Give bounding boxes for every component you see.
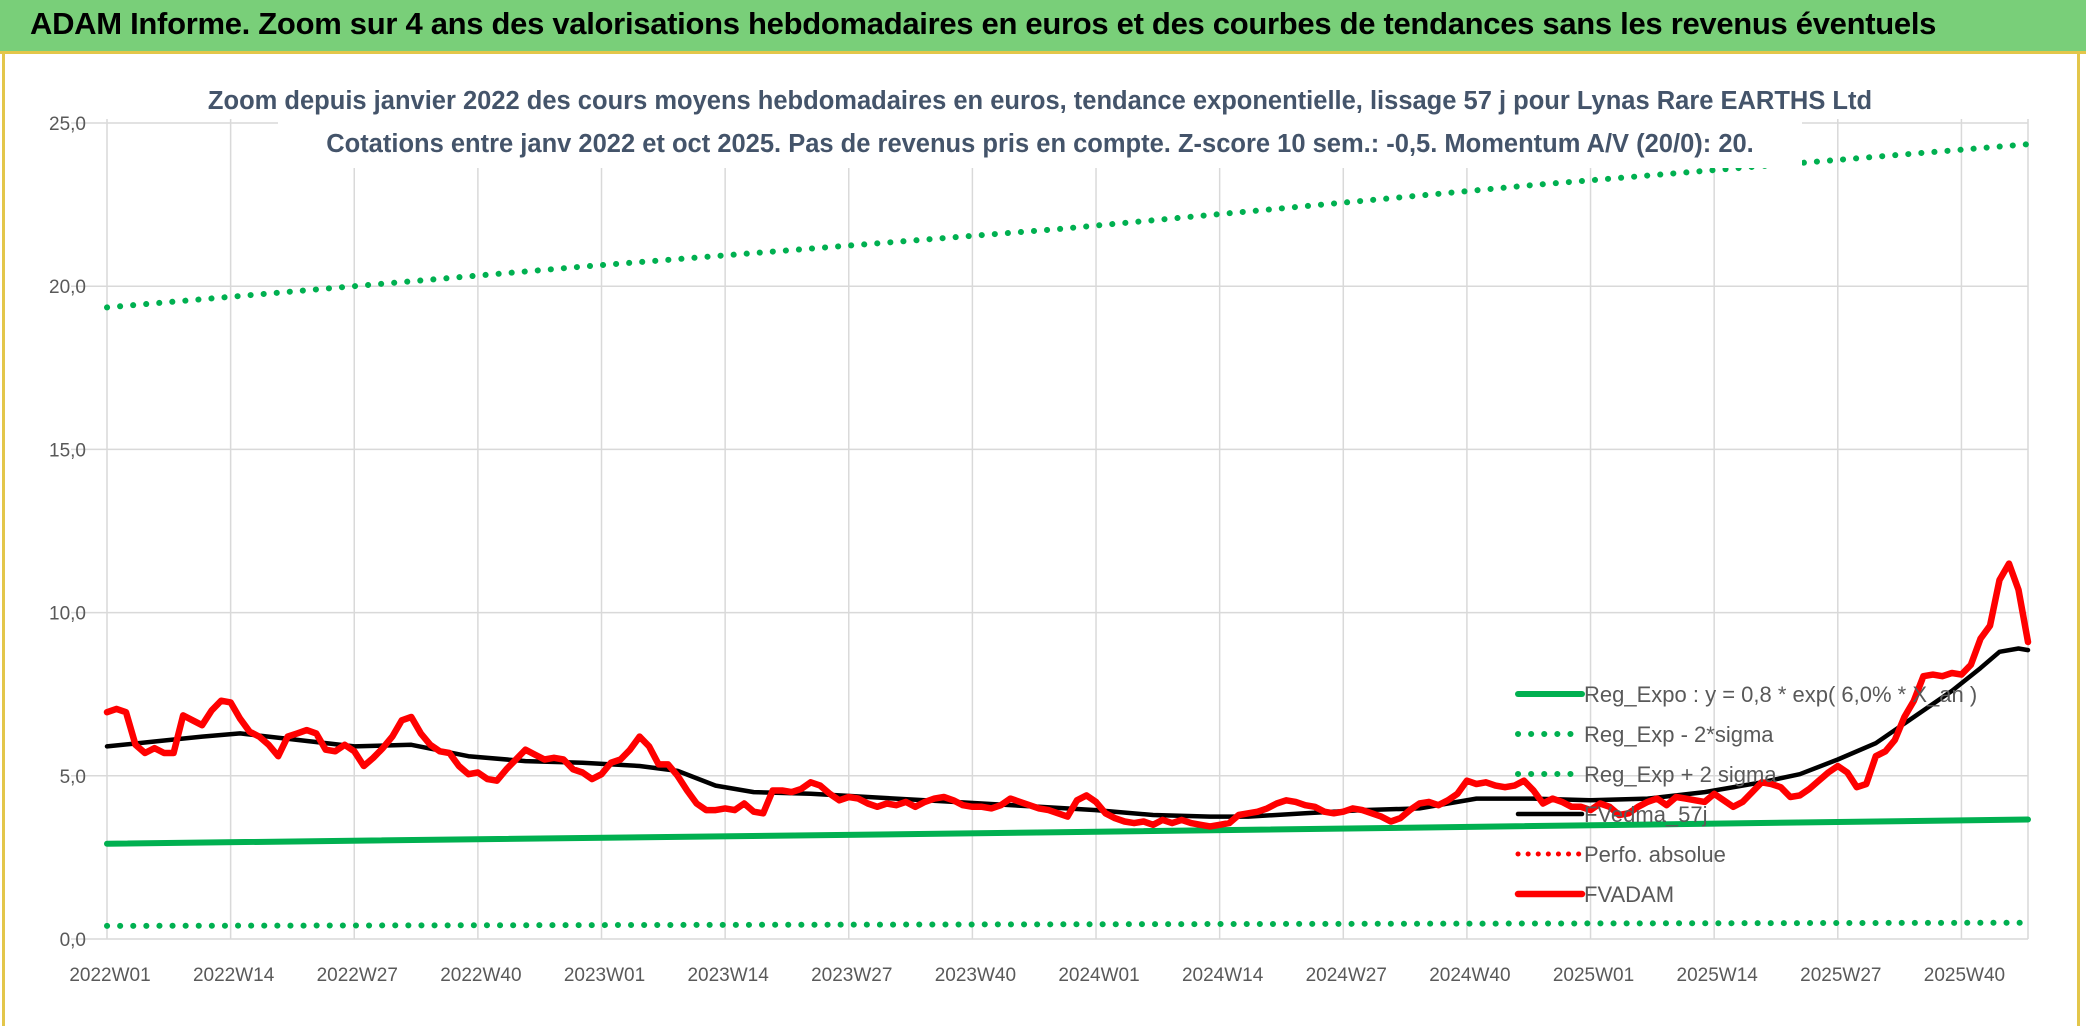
legend-label: Reg_Exp + 2 sigma [1584, 762, 1777, 787]
x-tick-label: 2022W01 [69, 965, 150, 986]
x-tick-label: 2022W40 [440, 965, 521, 986]
legend-label: Reg_Expo : y = 0,8 * exp( 6,0% * X_an ) [1584, 682, 1977, 707]
x-tick-label: 2022W14 [193, 965, 275, 986]
x-tick-label: 2024W01 [1058, 965, 1139, 986]
x-tick-label: 2023W01 [564, 965, 645, 986]
reg-plus-2sigma-line [104, 141, 2031, 311]
report-banner: ADAM Informe. Zoom sur 4 ans des valoris… [0, 0, 2086, 54]
x-tick-label: 2022W27 [317, 965, 398, 986]
gridlines [71, 119, 2029, 940]
legend-label: Reg_Exp - 2*sigma [1584, 722, 1774, 747]
legend-label: FVADAM [1584, 882, 1674, 907]
x-tick-label: 2023W14 [687, 965, 769, 986]
x-tick-label: 2023W27 [811, 965, 892, 986]
y-tick-label: 10,0 [49, 604, 86, 625]
reg-expo-line [104, 816, 2031, 847]
legend-label: Perfo. absolue [1584, 842, 1726, 867]
legend: Reg_Expo : y = 0,8 * exp( 6,0% * X_an ) R… [1514, 682, 1977, 907]
x-tick-label: 2024W27 [1306, 965, 1387, 986]
chart-subtitle: Cotations entre janv 2022 et oct 2025. P… [326, 130, 1754, 158]
x-tick-label: 2024W14 [1182, 965, 1264, 986]
fvadam-line [103, 560, 2032, 830]
y-tick-label: 25,0 [49, 114, 86, 135]
chart-titles: Zoom depuis janvier 2022 des cours moyen… [208, 76, 1872, 168]
x-tick-label: 2024W40 [1429, 965, 1510, 986]
x-tick-label: 2025W40 [1924, 965, 2005, 986]
y-tick-label: 20,0 [49, 277, 86, 298]
y-tick-label: 5,0 [60, 767, 86, 788]
title-background [278, 76, 1802, 168]
x-tick-label: 2025W14 [1677, 965, 1759, 986]
x-tick-label: 2025W27 [1800, 965, 1881, 986]
x-tick-label: 2025W01 [1553, 965, 1634, 986]
series-lines [103, 141, 2032, 929]
axes: 0,0 5,0 10,0 15,0 20,0 25,0 2022W01 2022W14 2022… [49, 114, 2005, 986]
reg-minus-2sigma-line [104, 919, 2031, 929]
chart-title: Zoom depuis janvier 2022 des cours moyen… [208, 87, 1872, 115]
report-title: ADAM Informe. Zoom sur 4 ans des valoris… [30, 6, 1937, 41]
legend-label: FVedma_57j [1584, 802, 1708, 827]
y-tick-label: 15,0 [49, 440, 86, 461]
y-tick-label: 0,0 [60, 930, 86, 951]
x-tick-label: 2023W40 [935, 965, 1016, 986]
